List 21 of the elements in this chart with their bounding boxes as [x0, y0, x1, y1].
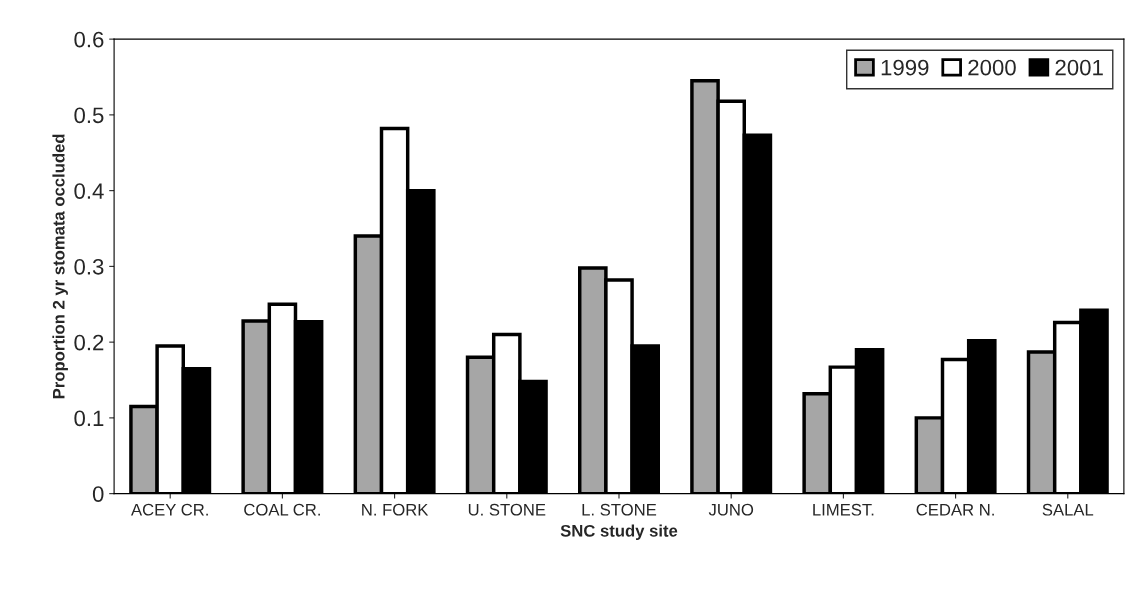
y-axis-title: Proportion 2 yr stomata occluded: [52, 134, 68, 399]
x-tick-label: N. FORK: [362, 503, 429, 516]
x-tick-label: U. STONE: [468, 503, 546, 516]
x-tick-label: COAL CR.: [244, 503, 320, 516]
x-axis-title: SNC study site: [560, 524, 678, 540]
x-tick-label: SALAL: [1042, 503, 1094, 516]
x-tick-label: ACEY CR.: [131, 503, 208, 516]
y-tick-label: 0.5: [74, 107, 104, 124]
x-tick-label: JUNO: [708, 503, 754, 516]
x-tick-label: LIMEST.: [813, 503, 874, 516]
y-tick-label: 0.1: [74, 410, 104, 427]
y-tick-label: 0.2: [74, 334, 104, 351]
legend-label: 2001: [1055, 59, 1103, 76]
legend-label: 1999: [881, 59, 929, 76]
y-tick-label: 0.3: [74, 258, 104, 275]
y-tick-label: 0.4: [74, 183, 104, 199]
legend-label: 2000: [968, 59, 1016, 76]
y-tick-label: 0: [92, 486, 104, 502]
x-tick-label: L. STONE: [582, 503, 657, 516]
y-tick-label: 0.6: [74, 31, 104, 48]
x-tick-label: CEDAR N.: [916, 503, 994, 516]
